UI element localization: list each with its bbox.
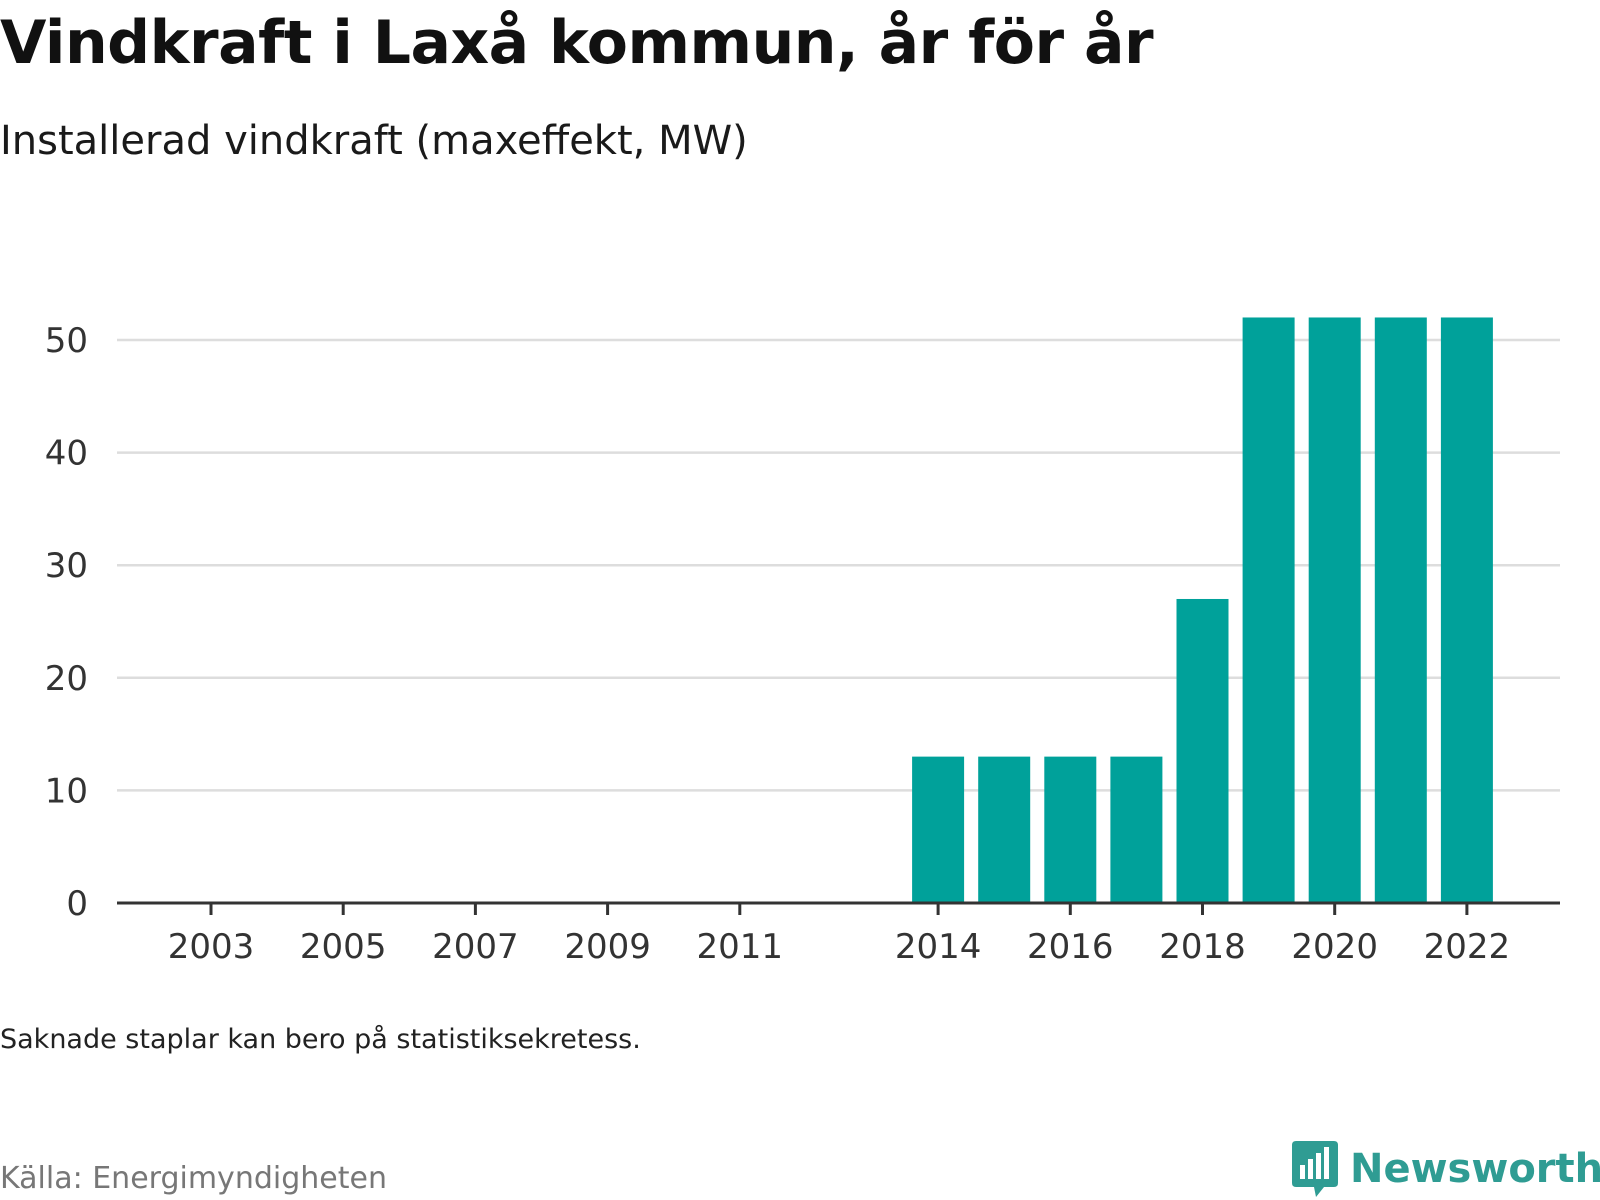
- source-credit: Källa: Energimyndigheten: [0, 1161, 387, 1196]
- y-tick-label: 30: [45, 546, 88, 586]
- y-tick-label: 20: [45, 659, 88, 699]
- bar-2018: [1176, 598, 1229, 903]
- x-tick-label: 2011: [697, 927, 784, 967]
- footnote: Saknade staplar kan bero på statistiksek…: [0, 1024, 641, 1055]
- bar-2015: [978, 756, 1031, 903]
- x-tick-label: 2005: [300, 927, 387, 967]
- y-tick-label: 10: [45, 771, 88, 811]
- bar-2021: [1374, 317, 1427, 904]
- x-tick-label: 2022: [1424, 927, 1511, 967]
- bar-2022: [1440, 317, 1493, 904]
- chart-title: Vindkraft i Laxå kommun, år för år: [0, 8, 1154, 78]
- x-tick-label: 2016: [1027, 927, 1114, 967]
- bar-2014: [912, 756, 965, 903]
- x-tick-label: 2009: [564, 927, 651, 967]
- x-tick-label: 2003: [168, 927, 255, 967]
- x-tick-label: 2020: [1291, 927, 1378, 967]
- bar-2016: [1044, 756, 1097, 903]
- bar-2017: [1110, 756, 1163, 903]
- bar-chart-speech-bubble-icon: [1292, 1141, 1338, 1197]
- y-tick-label: 0: [66, 884, 88, 924]
- bar-2020: [1308, 317, 1361, 904]
- bar-2019: [1242, 317, 1295, 904]
- chart-subtitle: Installerad vindkraft (maxeffekt, MW): [0, 118, 748, 164]
- brand-logo: Newsworthy: [1290, 1139, 1600, 1199]
- bar-chart: 0 10 20 30 40 50 2003 2005 2007 2009 2011 2014 2016 2…: [45, 317, 1560, 967]
- brand-name: Newsworthy: [1350, 1146, 1600, 1192]
- x-tick-label: 2007: [432, 927, 519, 967]
- y-tick-label: 50: [45, 321, 88, 361]
- y-tick-label: 40: [45, 434, 88, 474]
- x-tick-label: 2014: [895, 927, 982, 967]
- x-tick-label: 2018: [1159, 927, 1246, 967]
